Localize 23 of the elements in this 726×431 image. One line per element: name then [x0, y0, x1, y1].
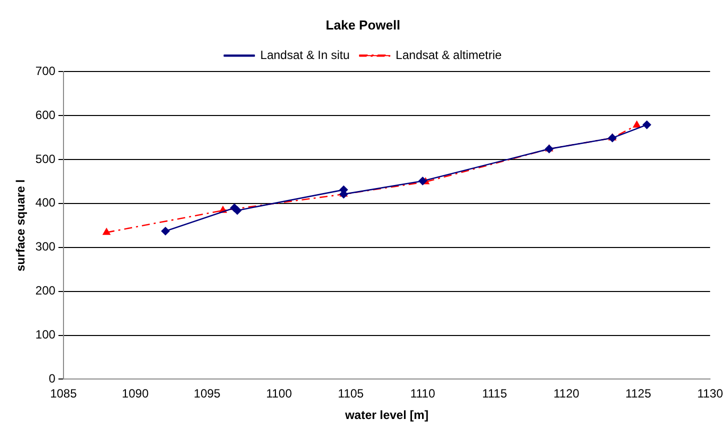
y-tick-label: 200: [35, 284, 56, 298]
x-axis-title: water level [m]: [344, 408, 428, 422]
x-tick-label: 1085: [50, 386, 78, 401]
x-tick-label: 1130: [697, 386, 724, 401]
y-tick-label: 0: [48, 372, 56, 386]
y-tick-label: 700: [35, 64, 56, 78]
x-tick-label: 1110: [410, 386, 436, 401]
legend-label: Landsat & altimetrie: [396, 48, 502, 62]
y-tick-label: 500: [35, 152, 56, 166]
y-tick-label: 400: [35, 196, 56, 210]
legend-label: Landsat & In situ: [260, 48, 350, 62]
x-tick-label: 1125: [625, 386, 652, 401]
x-tick-label: 1090: [122, 386, 149, 401]
y-axis-title: surface square l: [14, 179, 28, 272]
y-tick-label: 100: [35, 328, 56, 342]
x-tick-label: 1100: [266, 386, 292, 401]
x-tick-label: 1115: [482, 386, 508, 401]
y-tick-label: 300: [35, 240, 56, 254]
x-tick-label: 1120: [553, 386, 580, 401]
x-tick-label: 1105: [338, 386, 364, 401]
y-tick-label: 600: [35, 108, 56, 122]
chart-title: Lake Powell: [326, 17, 400, 32]
x-tick-label: 1095: [194, 386, 221, 401]
